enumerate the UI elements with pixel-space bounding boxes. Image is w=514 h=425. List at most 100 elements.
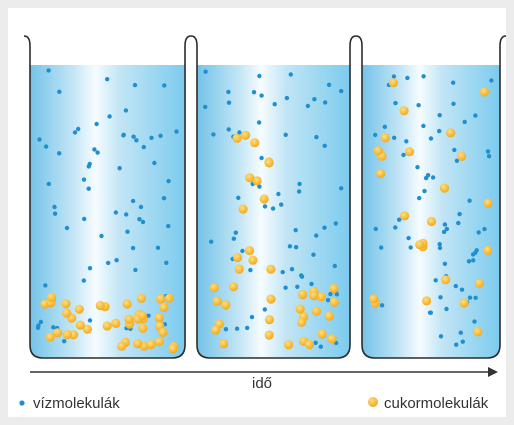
water-molecule: [438, 246, 442, 250]
water-molecule: [461, 340, 465, 344]
water-molecule: [284, 133, 288, 137]
water-molecule: [309, 282, 313, 286]
water-molecule: [211, 132, 215, 136]
sugar-molecule: [211, 325, 220, 334]
water-molecule: [283, 286, 287, 290]
water-molecule: [158, 134, 162, 138]
water-molecule: [392, 74, 396, 78]
water-molecule: [444, 307, 448, 311]
sugar-molecule: [233, 253, 242, 262]
sugar-molecule: [480, 87, 489, 96]
sugar-molecule: [265, 315, 274, 324]
sugar-molecule: [312, 307, 321, 316]
water-molecule: [47, 182, 51, 186]
water-molecule: [51, 325, 55, 329]
water-molecule: [428, 311, 432, 315]
water-molecule: [417, 196, 421, 200]
water-molecule: [279, 202, 283, 206]
sugar-molecule: [296, 305, 305, 314]
water-molecule: [162, 83, 166, 87]
sugar-molecule: [123, 299, 132, 308]
water-molecule: [373, 133, 377, 137]
sugar-molecule: [124, 315, 133, 324]
water-molecule: [379, 245, 383, 249]
sugar-molecule: [159, 303, 168, 312]
water-molecule: [52, 205, 56, 209]
water-molecule: [323, 144, 327, 148]
water-molecule: [174, 129, 178, 133]
sugar-molecule: [297, 318, 306, 327]
water-molecule: [421, 124, 425, 128]
sugar-molecule: [415, 240, 424, 249]
sugar-molecule: [62, 309, 71, 318]
water-molecule: [297, 182, 301, 186]
legend-water: vízmolekulák: [33, 395, 120, 412]
sugar-molecule: [400, 211, 409, 220]
water-molecule: [53, 212, 57, 216]
water-molecule: [289, 72, 293, 76]
sugar-molecule: [405, 147, 414, 156]
water-molecule: [240, 249, 244, 253]
water-molecule: [297, 189, 301, 193]
water-molecule: [438, 295, 442, 299]
water-molecule: [82, 278, 86, 282]
water-molecule: [133, 83, 137, 87]
water-molecule: [236, 196, 240, 200]
water-molecule: [477, 230, 481, 234]
water-molecule: [62, 339, 66, 343]
water-molecule: [323, 100, 327, 104]
water-molecule: [39, 320, 43, 324]
water-molecule: [203, 105, 207, 109]
water-molecule: [209, 240, 213, 244]
water-molecule: [257, 120, 261, 124]
legend-sugar: cukormolekulák: [384, 395, 489, 412]
water-molecule: [314, 233, 318, 237]
water-molecule: [451, 81, 455, 85]
sugar-molecule: [330, 298, 339, 307]
legend-sugar-icon: [368, 397, 378, 407]
water-molecule: [99, 234, 103, 238]
water-molecule: [482, 227, 486, 231]
water-molecule: [203, 70, 207, 74]
sugar-molecule: [400, 106, 409, 115]
water-molecule: [87, 187, 91, 191]
water-molecule: [124, 212, 128, 216]
water-molecule: [276, 192, 280, 196]
sugar-molecule: [137, 294, 146, 303]
water-molecule: [248, 268, 252, 272]
sugar-molecule: [318, 329, 327, 338]
water-molecule: [416, 103, 420, 107]
water-molecule: [57, 90, 61, 94]
water-molecule: [459, 331, 463, 335]
water-molecule: [46, 68, 50, 72]
water-molecule: [339, 186, 343, 190]
legend-water-icon: [19, 400, 24, 405]
sugar-molecule: [483, 246, 492, 255]
water-molecule: [306, 104, 310, 108]
sugar-molecule: [168, 344, 177, 353]
water-molecule: [273, 102, 277, 106]
water-molecule: [259, 93, 263, 97]
sugar-molecule: [284, 340, 293, 349]
water-molecule: [65, 226, 69, 230]
sugar-molecule: [210, 283, 219, 292]
water-molecule: [468, 296, 472, 300]
water-molecule: [429, 136, 433, 140]
water-molecule: [114, 210, 118, 214]
water-molecule: [314, 135, 318, 139]
sugar-molecule: [389, 78, 398, 87]
water-molecule: [322, 226, 326, 230]
sugar-molecule: [329, 284, 338, 293]
water-molecule: [226, 90, 230, 94]
water-molecule: [392, 136, 396, 140]
water-molecule: [232, 237, 236, 241]
water-molecule: [95, 150, 99, 154]
water-molecule: [36, 323, 40, 327]
water-molecule: [44, 144, 48, 148]
sugar-molecule: [155, 337, 164, 346]
water-molecule: [107, 114, 111, 118]
sugar-molecule: [369, 294, 378, 303]
water-molecule: [263, 307, 267, 311]
water-molecule: [87, 164, 91, 168]
sugar-molecule: [235, 265, 244, 274]
